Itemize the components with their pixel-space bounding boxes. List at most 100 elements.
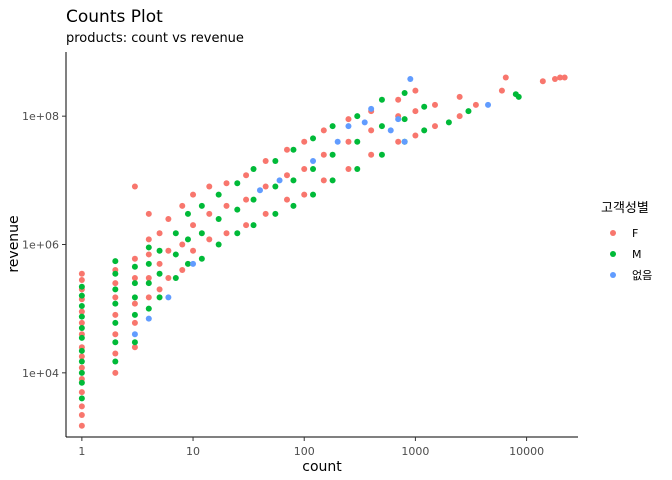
legend-label: M <box>632 248 642 261</box>
data-point <box>445 119 452 126</box>
legend-label: 없음 <box>632 269 652 282</box>
data-point <box>156 247 163 254</box>
data-point <box>172 230 179 237</box>
data-point <box>215 191 222 198</box>
data-point <box>354 113 361 120</box>
data-point <box>172 251 179 258</box>
data-point <box>345 123 352 130</box>
data-point <box>378 96 385 103</box>
x-tick-label: 10 <box>186 445 200 458</box>
data-point <box>256 187 263 194</box>
data-point <box>179 202 186 209</box>
data-point <box>345 116 352 123</box>
data-point <box>112 270 119 277</box>
data-point <box>310 135 317 142</box>
data-point <box>262 183 269 190</box>
data-point <box>539 78 546 85</box>
data-point <box>145 251 152 258</box>
data-point <box>78 313 85 320</box>
data-point <box>502 74 509 81</box>
data-point <box>145 305 152 312</box>
data-point <box>156 230 163 237</box>
data-point <box>184 210 191 217</box>
y-tick-label: 1e+06 <box>22 239 59 252</box>
data-point <box>78 395 85 402</box>
data-point <box>131 344 138 351</box>
data-point <box>78 270 85 277</box>
data-point <box>131 319 138 326</box>
data-point <box>345 166 352 173</box>
data-point <box>145 260 152 267</box>
y-axis-ticks: 1e+04 1e+06 1e+08 <box>22 110 66 380</box>
data-point <box>198 202 205 209</box>
data-point <box>387 127 394 134</box>
x-axis-title: count <box>302 459 342 475</box>
data-point <box>310 158 317 165</box>
data-point <box>272 210 279 217</box>
data-point <box>215 215 222 222</box>
legend: 고객성별 FM 없음 <box>601 201 652 282</box>
data-point <box>334 138 341 145</box>
data-point <box>165 294 172 301</box>
data-point <box>179 241 186 248</box>
data-point <box>272 158 279 165</box>
data-point <box>172 275 179 282</box>
data-point <box>131 263 138 270</box>
data-point <box>112 358 119 365</box>
data-point <box>78 358 85 365</box>
data-point <box>361 119 368 126</box>
data-point <box>156 286 163 293</box>
data-point <box>78 369 85 376</box>
data-point <box>354 138 361 145</box>
data-point <box>395 116 402 123</box>
legend-label: F <box>632 227 638 240</box>
data-point <box>78 353 85 360</box>
data-point <box>215 241 222 248</box>
x-tick-label: 100 <box>294 445 315 458</box>
legend-key <box>610 230 616 236</box>
data-point <box>78 292 85 299</box>
data-point <box>78 422 85 429</box>
data-point <box>465 108 472 115</box>
y-tick-label: 1e+08 <box>22 110 59 123</box>
data-point <box>412 108 419 115</box>
data-point <box>431 123 438 130</box>
data-point <box>165 215 172 222</box>
data-point <box>112 319 119 326</box>
data-point <box>272 183 279 190</box>
data-point <box>131 255 138 262</box>
data-point <box>112 294 119 301</box>
data-point <box>78 276 85 283</box>
data-point <box>456 113 463 120</box>
data-point <box>165 275 172 282</box>
data-point <box>190 191 197 198</box>
data-point <box>78 324 85 331</box>
data-point <box>395 96 402 103</box>
data-point <box>234 206 241 213</box>
data-point <box>329 123 336 130</box>
data-point <box>290 177 297 184</box>
data-point <box>78 283 85 290</box>
data-point <box>190 260 197 267</box>
data-point <box>78 412 85 419</box>
data-point <box>78 389 85 396</box>
data-point <box>223 202 230 209</box>
chart-subtitle: products: count vs revenue <box>66 31 244 46</box>
data-point <box>112 300 119 307</box>
data-point <box>329 177 336 184</box>
data-point <box>145 315 152 322</box>
data-point <box>198 230 205 237</box>
data-point <box>112 331 119 338</box>
data-point <box>472 101 479 108</box>
data-point <box>301 138 308 145</box>
data-point <box>551 75 558 82</box>
data-point <box>112 286 119 293</box>
data-point <box>320 151 327 158</box>
data-point <box>368 151 375 158</box>
data-point <box>412 132 419 139</box>
data-point <box>184 260 191 267</box>
data-point <box>179 267 186 274</box>
data-point <box>156 294 163 301</box>
data-point <box>78 403 85 410</box>
